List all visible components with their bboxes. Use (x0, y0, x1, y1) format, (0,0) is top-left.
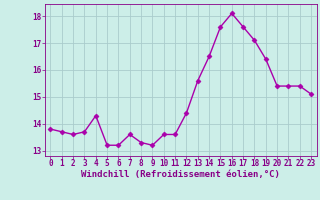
X-axis label: Windchill (Refroidissement éolien,°C): Windchill (Refroidissement éolien,°C) (81, 170, 280, 179)
